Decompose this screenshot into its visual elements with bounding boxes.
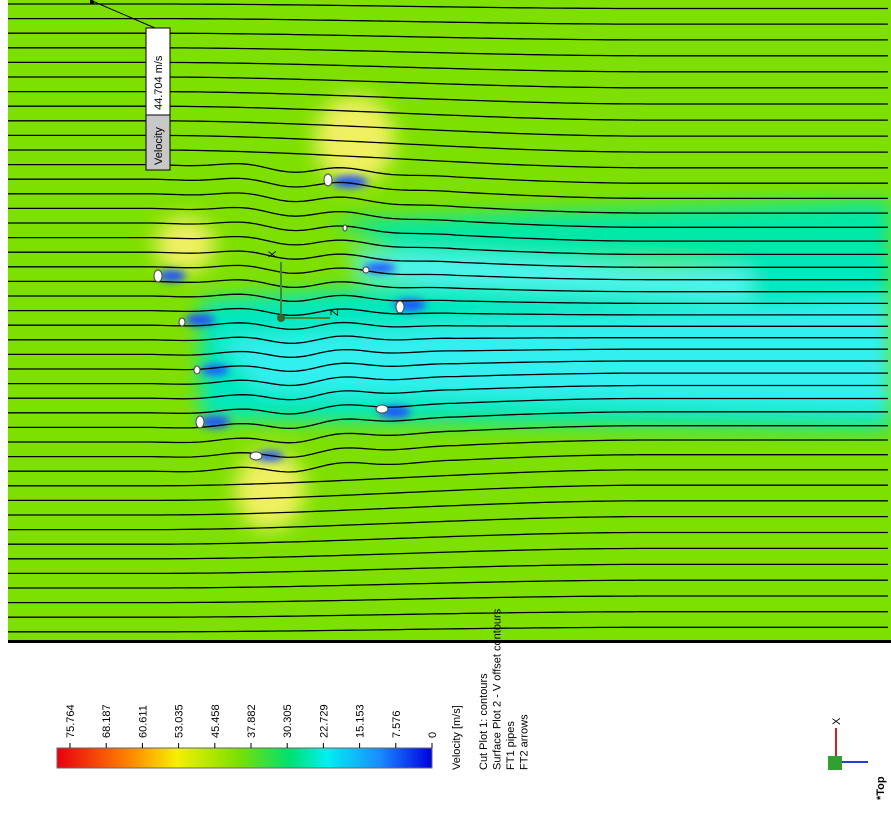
legend-tick-label: 7.576 bbox=[391, 710, 403, 738]
legend-tick-label: 68.187 bbox=[101, 704, 113, 738]
legend-title: Velocity [m/s] bbox=[451, 705, 463, 770]
svg-text:X: X bbox=[831, 717, 843, 725]
legend-tick-label: 30.305 bbox=[282, 704, 294, 738]
view-label: *Top bbox=[875, 776, 887, 800]
probe-value: 44.704 m/s bbox=[153, 55, 165, 110]
legend-tick-label: 60.611 bbox=[137, 705, 149, 738]
legend-tick-label: 37.882 bbox=[246, 704, 258, 738]
legend-tick-label: 45.458 bbox=[210, 704, 222, 738]
screenshot: X Z Velocity 44.704 m/s 75.764 68.187 60.6… bbox=[0, 0, 891, 815]
legend-tick-label: 22.729 bbox=[318, 704, 330, 738]
plot-info-line: Surface Plot 2 - V offset contours bbox=[492, 608, 504, 770]
plot-info-line: FT1 pipes bbox=[505, 721, 517, 770]
legend-tick-label: 75.764 bbox=[65, 704, 77, 738]
probe-point bbox=[90, 0, 94, 4]
axis-label: Z bbox=[329, 309, 341, 316]
legend-tick-label: 53.035 bbox=[174, 704, 186, 738]
probe-label: Velocity bbox=[153, 127, 165, 165]
page: X Z Velocity 44.704 m/s 75.764 68.187 60.6… bbox=[0, 0, 891, 815]
legend-tick-label: 15.153 bbox=[355, 704, 367, 738]
domain-border bbox=[8, 640, 891, 643]
plot-info-line: Cut Plot 1: contours bbox=[478, 673, 490, 770]
probe-box: Velocity 44.704 m/s bbox=[146, 28, 170, 170]
flow-domain: X Z bbox=[8, 0, 891, 640]
view-triad: X *Top bbox=[828, 717, 887, 800]
plot-info-line: FT2 arrows bbox=[519, 714, 531, 770]
legend: 75.764 68.187 60.611 53.035 45.458 37.882 30.3… bbox=[57, 704, 463, 770]
axis-label: X bbox=[267, 250, 279, 258]
legend-tick-label: 0 bbox=[427, 732, 439, 738]
